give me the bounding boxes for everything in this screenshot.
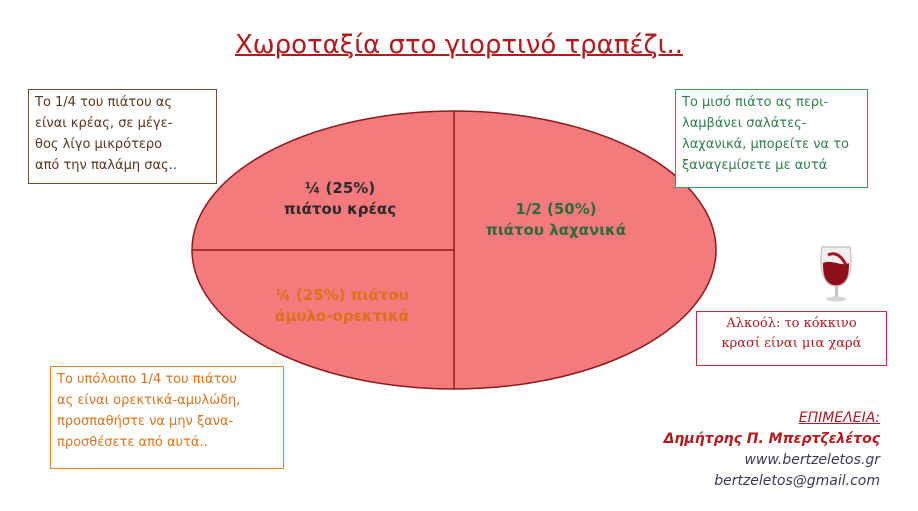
note-wine: Αλκοόλ: το κόκκινο κρασί είναι μια χαρά bbox=[696, 311, 887, 366]
note-veg-line: ξαναγεμίσετε με αυτά bbox=[682, 158, 828, 173]
note-meat-line: Το 1/4 του πιάτου ας bbox=[35, 95, 172, 110]
slice-label-vegetables: 1/2 (50%) πιάτου λαχανικά bbox=[486, 200, 626, 239]
note-carb-line: προσθέσετε από αυτά.. bbox=[57, 435, 208, 450]
credits: ΕΠΙΜΕΛΕΙΑ: Δημήτρης Π. Μπερτζελέτος www.… bbox=[664, 408, 880, 492]
credits-author: Δημήτρης Π. Μπερτζελέτος bbox=[663, 431, 880, 447]
note-veg-line: λαχανικά, μπορείτε να το bbox=[682, 137, 849, 152]
note-meat-line: από την παλάμη σας.. bbox=[35, 158, 177, 173]
note-carb-line: Το υπόλοιπο 1/4 του πιάτου bbox=[57, 372, 237, 387]
note-wine-line: κρασί είναι μια χαρά bbox=[721, 336, 862, 351]
note-meat: Το 1/4 του πιάτου ας είναι κρέας, σε μέγ… bbox=[28, 89, 217, 184]
note-veg-line: λαμβάνει σαλάτες- bbox=[682, 116, 807, 131]
credits-website[interactable]: www.bertzeletos.gr bbox=[744, 452, 880, 468]
note-carb-line: ας είναι ορεκτικά-αμυλώδη, bbox=[57, 393, 241, 408]
credits-role: ΕΠΙΜΕΛΕΙΑ: bbox=[798, 410, 880, 426]
note-wine-line: Αλκοόλ: το κόκκινο bbox=[726, 316, 857, 331]
note-meat-line: είναι κρέας, σε μέγε- bbox=[35, 116, 173, 131]
note-carb-line: προσπαθήστε να μην ξανα- bbox=[57, 414, 234, 429]
page-title: Χωροταξία στο γιορτινό τραπέζι.. bbox=[234, 30, 683, 60]
wine-glass-icon bbox=[806, 243, 864, 303]
note-veg-line: Το μισό πιάτο ας περι- bbox=[682, 95, 829, 110]
slice-label-meat: ¼ (25%) πιάτου κρέας bbox=[284, 179, 396, 218]
slice-label-starch: ¼ (25%) πιάτου άμυλο-ορεκτικά bbox=[275, 286, 409, 325]
note-starch: Το υπόλοιπο 1/4 του πιάτου ας είναι ορεκ… bbox=[50, 366, 284, 469]
credits-email[interactable]: bertzeletos@gmail.com bbox=[714, 473, 880, 489]
note-vegetables: Το μισό πιάτο ας περι- λαμβάνει σαλάτες-… bbox=[675, 89, 868, 188]
note-meat-line: θος λίγο μικρότερο bbox=[35, 137, 163, 152]
